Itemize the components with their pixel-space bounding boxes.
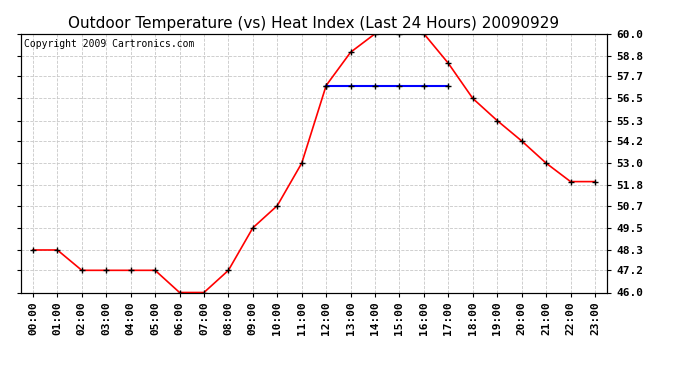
Title: Outdoor Temperature (vs) Heat Index (Last 24 Hours) 20090929: Outdoor Temperature (vs) Heat Index (Las… (68, 16, 560, 31)
Text: Copyright 2009 Cartronics.com: Copyright 2009 Cartronics.com (23, 39, 194, 49)
